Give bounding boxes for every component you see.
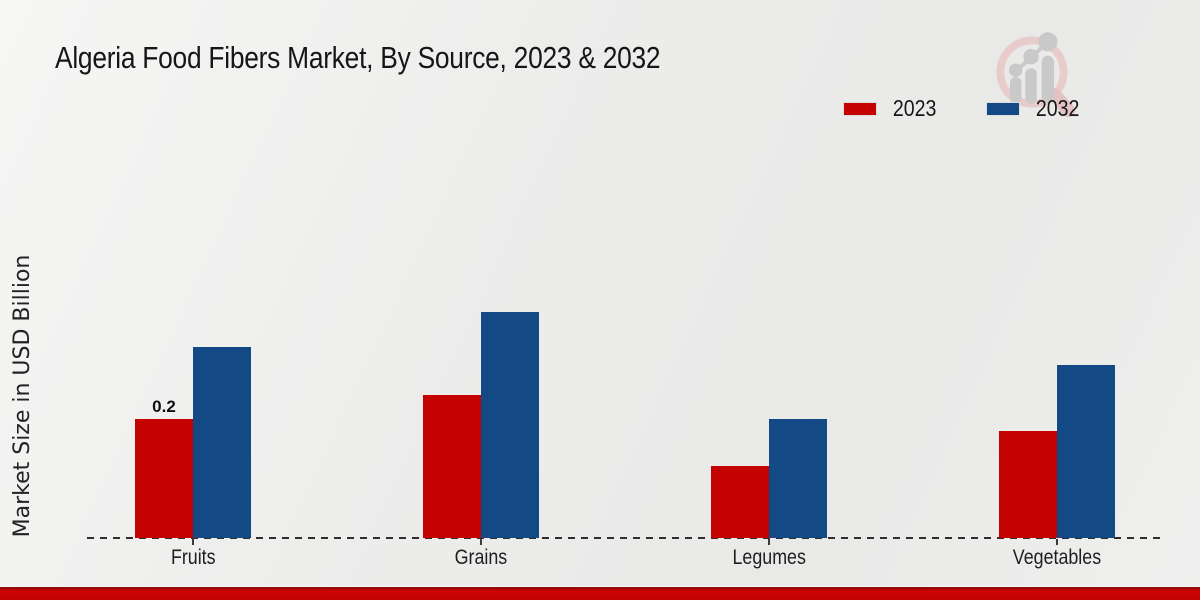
chart-title: Algeria Food Fibers Market, By Source, 2… [55, 40, 767, 76]
legend-item-2023: 2023 [843, 95, 940, 122]
legend-item-2032: 2032 [986, 95, 1083, 122]
x-tick-label-text: Grains [454, 546, 508, 569]
x-tick-label-fruits: Fruits [83, 546, 303, 570]
x-tick-legumes [768, 539, 770, 545]
x-tick-label-text: Fruits [170, 546, 216, 569]
footer-accent-bar [0, 586, 1200, 600]
legend-label: 2032 [1036, 95, 1080, 121]
bar-2023-vegetables [999, 431, 1057, 538]
bar-2023-grains [423, 395, 481, 538]
x-tick-label-text: Vegetables [1012, 546, 1102, 569]
x-axis-baseline [87, 537, 1163, 539]
bar-2032-legumes [769, 419, 827, 538]
x-tick-grains [480, 539, 482, 545]
bar-2032-fruits [193, 347, 251, 538]
legend-swatch-2023 [843, 101, 877, 116]
legend-label: 2023 [892, 95, 937, 121]
bar-2023-fruits [135, 419, 193, 538]
legend-swatch-2032 [986, 101, 1021, 116]
x-tick-fruits [192, 539, 194, 545]
data-label-2023-fruits: 0.2 [152, 397, 176, 416]
x-tick-label-legumes: Legumes [659, 546, 879, 570]
chart-title-text: Algeria Food Fibers Market, By Source, 2… [55, 40, 661, 75]
bar-2032-vegetables [1057, 365, 1115, 538]
magnifier-growth-chart-icon [996, 32, 1076, 118]
bar-2032-grains [481, 312, 539, 538]
bar-2023-legumes [711, 466, 769, 538]
x-tick-vegetables [1056, 539, 1058, 545]
x-tick-label-vegetables: Vegetables [947, 546, 1167, 570]
x-tick-label-grains: Grains [371, 546, 591, 570]
chart-legend: 2023 2032 [843, 95, 1083, 122]
x-tick-label-text: Legumes [732, 546, 806, 569]
